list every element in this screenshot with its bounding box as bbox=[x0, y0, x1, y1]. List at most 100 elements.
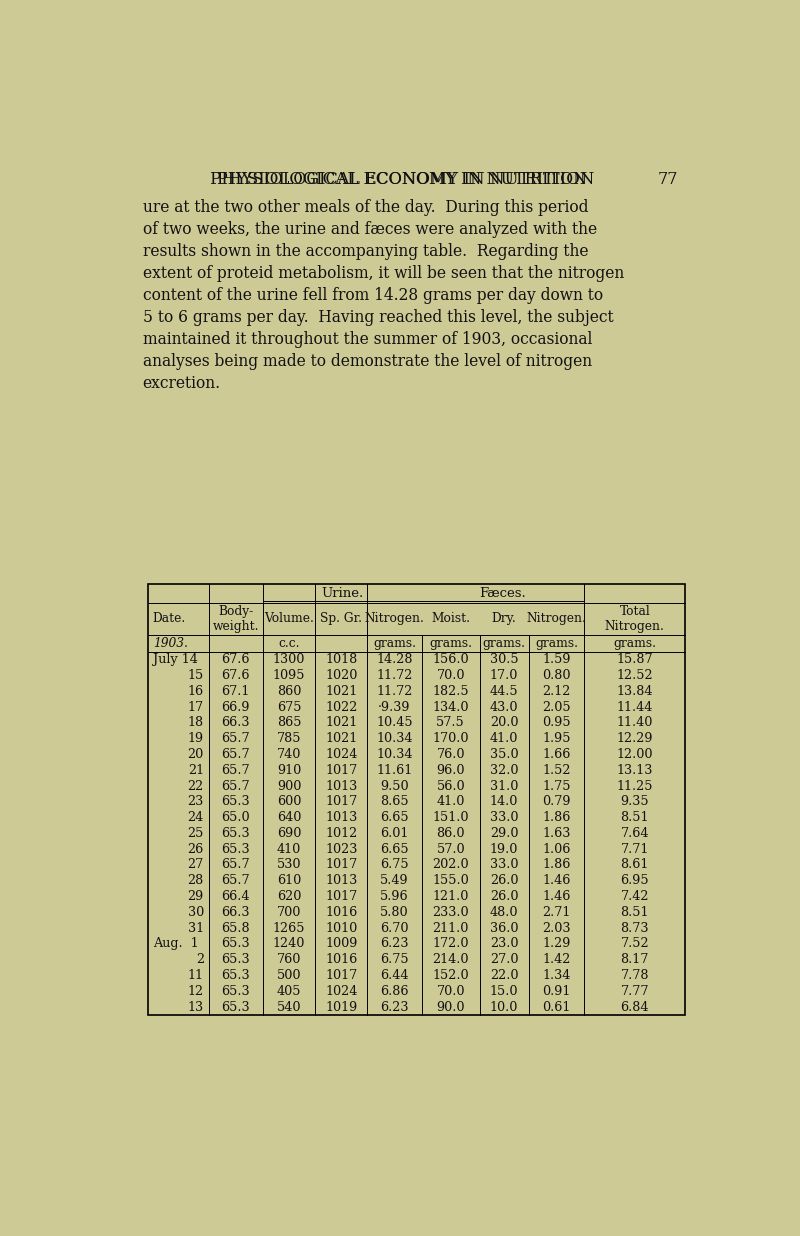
Text: 7.42: 7.42 bbox=[621, 890, 649, 904]
Text: 65.3: 65.3 bbox=[222, 827, 250, 840]
Text: 13.13: 13.13 bbox=[617, 764, 653, 776]
Text: Nitrogen.: Nitrogen. bbox=[365, 612, 425, 625]
Text: 1024: 1024 bbox=[326, 985, 358, 997]
Text: 214.0: 214.0 bbox=[433, 953, 469, 967]
Text: 1.29: 1.29 bbox=[542, 937, 570, 950]
Text: 65.3: 65.3 bbox=[222, 843, 250, 855]
Text: ·9.39: ·9.39 bbox=[378, 701, 410, 713]
Text: grams.: grams. bbox=[373, 637, 416, 650]
Text: 65.3: 65.3 bbox=[222, 969, 250, 981]
Text: 30.5: 30.5 bbox=[490, 654, 518, 666]
Text: 5.96: 5.96 bbox=[380, 890, 409, 904]
Text: 13.84: 13.84 bbox=[617, 685, 653, 698]
Text: 640: 640 bbox=[277, 811, 302, 824]
Text: 1.06: 1.06 bbox=[542, 843, 570, 855]
Text: 1024: 1024 bbox=[326, 748, 358, 761]
Text: 10.34: 10.34 bbox=[376, 732, 413, 745]
Text: 33.0: 33.0 bbox=[490, 859, 518, 871]
Text: 12: 12 bbox=[188, 985, 204, 997]
Text: 65.7: 65.7 bbox=[222, 748, 250, 761]
Text: 1016: 1016 bbox=[326, 906, 358, 918]
Text: 0.79: 0.79 bbox=[542, 795, 570, 808]
Text: 6.23: 6.23 bbox=[380, 937, 409, 950]
Text: 6.75: 6.75 bbox=[380, 859, 409, 871]
Text: 16: 16 bbox=[188, 685, 204, 698]
Text: 6.95: 6.95 bbox=[621, 874, 649, 887]
Text: 90.0: 90.0 bbox=[437, 1001, 465, 1014]
Text: 0.91: 0.91 bbox=[542, 985, 570, 997]
Text: 1.59: 1.59 bbox=[542, 654, 570, 666]
Text: 11.72: 11.72 bbox=[376, 685, 413, 698]
Text: 20.0: 20.0 bbox=[490, 717, 518, 729]
Text: 540: 540 bbox=[277, 1001, 302, 1014]
Text: Fæces.: Fæces. bbox=[480, 587, 526, 599]
Text: 13: 13 bbox=[188, 1001, 204, 1014]
Text: 77: 77 bbox=[658, 171, 678, 188]
Text: 156.0: 156.0 bbox=[432, 654, 469, 666]
Text: 41.0: 41.0 bbox=[490, 732, 518, 745]
Text: Aug.  1: Aug. 1 bbox=[153, 937, 198, 950]
Text: 1012: 1012 bbox=[326, 827, 358, 840]
Text: grams.: grams. bbox=[482, 637, 526, 650]
Text: 66.9: 66.9 bbox=[222, 701, 250, 713]
Text: 35.0: 35.0 bbox=[490, 748, 518, 761]
Text: 121.0: 121.0 bbox=[433, 890, 469, 904]
Text: 1017: 1017 bbox=[326, 890, 358, 904]
Text: 11.40: 11.40 bbox=[617, 717, 653, 729]
Text: 152.0: 152.0 bbox=[432, 969, 469, 981]
Text: 66.4: 66.4 bbox=[222, 890, 250, 904]
Text: 57.5: 57.5 bbox=[436, 717, 465, 729]
Text: 7.78: 7.78 bbox=[621, 969, 649, 981]
Text: 56.0: 56.0 bbox=[436, 780, 465, 792]
Text: 8.17: 8.17 bbox=[621, 953, 649, 967]
Text: 8.51: 8.51 bbox=[621, 811, 649, 824]
Text: 31: 31 bbox=[188, 922, 204, 934]
Text: 6.01: 6.01 bbox=[380, 827, 409, 840]
Text: grams.: grams. bbox=[535, 637, 578, 650]
Text: Moist.: Moist. bbox=[431, 612, 470, 625]
Text: 6.23: 6.23 bbox=[380, 1001, 409, 1014]
Text: 14.0: 14.0 bbox=[490, 795, 518, 808]
Text: 6.84: 6.84 bbox=[621, 1001, 649, 1014]
Text: 1020: 1020 bbox=[326, 669, 358, 682]
Text: 15: 15 bbox=[188, 669, 204, 682]
Text: 11.61: 11.61 bbox=[376, 764, 413, 776]
Text: 15.87: 15.87 bbox=[617, 654, 653, 666]
Text: 1017: 1017 bbox=[326, 859, 358, 871]
Text: 1.86: 1.86 bbox=[542, 859, 570, 871]
Text: 1265: 1265 bbox=[273, 922, 306, 934]
Text: 65.3: 65.3 bbox=[222, 1001, 250, 1014]
Text: Volume.: Volume. bbox=[264, 612, 314, 625]
Text: 65.0: 65.0 bbox=[222, 811, 250, 824]
Text: 65.3: 65.3 bbox=[222, 953, 250, 967]
Text: 620: 620 bbox=[277, 890, 302, 904]
Text: 1.63: 1.63 bbox=[542, 827, 570, 840]
Text: 1.52: 1.52 bbox=[542, 764, 570, 776]
Text: 2.71: 2.71 bbox=[542, 906, 570, 918]
Text: 1017: 1017 bbox=[326, 795, 358, 808]
Text: 96.0: 96.0 bbox=[437, 764, 465, 776]
Text: 31.0: 31.0 bbox=[490, 780, 518, 792]
Text: extent of proteid metabolism, it will be seen that the nitrogen: extent of proteid metabolism, it will be… bbox=[142, 265, 624, 282]
Text: 66.3: 66.3 bbox=[222, 906, 250, 918]
Text: c.c.: c.c. bbox=[278, 637, 300, 650]
Text: 211.0: 211.0 bbox=[433, 922, 469, 934]
Text: 172.0: 172.0 bbox=[433, 937, 469, 950]
Text: results shown in the accompanying table.  Regarding the: results shown in the accompanying table.… bbox=[142, 243, 588, 260]
Text: 27: 27 bbox=[188, 859, 204, 871]
Text: 23: 23 bbox=[188, 795, 204, 808]
Text: analyses being made to demonstrate the level of nitrogen: analyses being made to demonstrate the l… bbox=[142, 352, 592, 370]
Text: 0.95: 0.95 bbox=[542, 717, 570, 729]
Text: 1300: 1300 bbox=[273, 654, 306, 666]
Text: 1.46: 1.46 bbox=[542, 890, 570, 904]
Text: 7.64: 7.64 bbox=[621, 827, 649, 840]
Text: 11: 11 bbox=[188, 969, 204, 981]
Text: 170.0: 170.0 bbox=[433, 732, 469, 745]
Text: 740: 740 bbox=[277, 748, 302, 761]
Text: 33.0: 33.0 bbox=[490, 811, 518, 824]
Text: Dry.: Dry. bbox=[492, 612, 517, 625]
Text: 25: 25 bbox=[187, 827, 204, 840]
Text: 27.0: 27.0 bbox=[490, 953, 518, 967]
Text: 21: 21 bbox=[188, 764, 204, 776]
Text: of two weeks, the urine and fæces were analyzed with the: of two weeks, the urine and fæces were a… bbox=[142, 221, 597, 239]
